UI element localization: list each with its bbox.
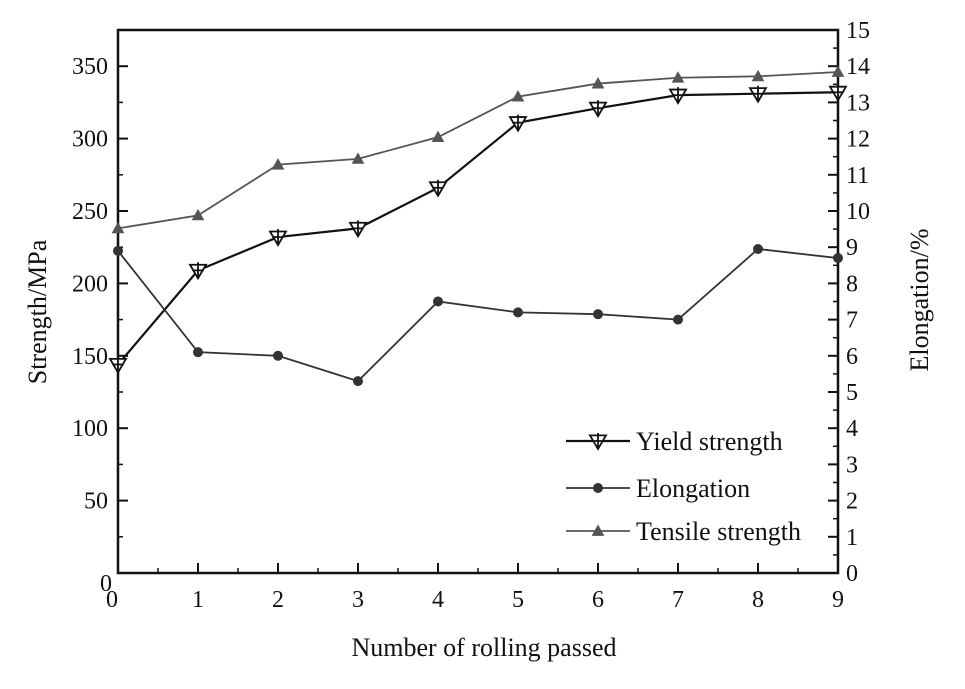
legend-swatch-marker xyxy=(591,524,605,536)
right-y-tick-label: 5 xyxy=(846,380,858,406)
data-point xyxy=(673,314,683,325)
right-y-tick-label: 9 xyxy=(846,235,858,261)
data-point xyxy=(188,262,208,281)
right-y-tick-label: 4 xyxy=(846,416,858,442)
data-point xyxy=(833,253,843,264)
legend-swatch-marker xyxy=(593,483,603,493)
data-point xyxy=(431,130,445,143)
series-layer xyxy=(108,65,848,387)
data-point xyxy=(591,77,605,89)
right-y-tick-label: 13 xyxy=(846,90,870,116)
data-point xyxy=(593,309,603,320)
right-y-tick-label: 10 xyxy=(846,199,870,225)
x-tick-label: 7 xyxy=(672,587,684,613)
legend-item-yield-strength: Yield strength xyxy=(566,427,783,456)
data-point xyxy=(428,179,448,198)
data-point xyxy=(111,221,125,234)
left-y-tick-label: 200 xyxy=(72,271,108,297)
left-y-tick-label: 100 xyxy=(72,416,108,442)
data-point xyxy=(351,152,365,164)
right-y-tick-label: 14 xyxy=(846,54,870,80)
x-tick-label: 8 xyxy=(752,587,764,613)
data-point xyxy=(193,347,203,358)
right-y-tick-label: 7 xyxy=(846,308,858,334)
right-y-tick-label: 8 xyxy=(846,271,858,297)
data-point xyxy=(671,71,685,83)
right-y-tick-label: 2 xyxy=(846,489,858,515)
data-point xyxy=(191,208,205,221)
data-point xyxy=(348,220,368,239)
data-point xyxy=(113,245,123,256)
right-y-tick-label: 15 xyxy=(846,18,870,44)
series-line xyxy=(117,71,839,230)
x-tick-label: 3 xyxy=(352,587,364,613)
series-yield-strength xyxy=(108,84,848,375)
data-point xyxy=(748,85,768,104)
data-point xyxy=(588,100,608,118)
series-elongation xyxy=(113,244,843,387)
left-y-axis-title: Strength/MPa xyxy=(23,239,52,384)
data-point xyxy=(268,229,288,247)
left-y-tick-label: 350 xyxy=(72,54,108,80)
x-tick-label: 1 xyxy=(192,587,204,613)
left-y-tick-label: 50 xyxy=(84,489,108,515)
data-point xyxy=(511,90,525,102)
right-y-tick-label: 0 xyxy=(846,561,858,587)
right-y-tick-label: 1 xyxy=(846,525,858,551)
x-tick-label: 9 xyxy=(832,587,844,613)
data-point xyxy=(828,84,848,103)
data-point xyxy=(668,87,688,105)
right-y-axis-title: Elongation/% xyxy=(905,229,934,372)
left-y-axis-ticks: 50 100 150 200 250 300 350 0 xyxy=(72,54,128,597)
data-point xyxy=(508,114,528,133)
data-point xyxy=(753,244,763,255)
series-line xyxy=(117,91,839,366)
data-point xyxy=(831,65,845,77)
legend: Yield strength Elongation Tensile strength xyxy=(566,427,801,546)
legend-item-elongation: Elongation xyxy=(566,474,750,503)
data-point xyxy=(273,350,283,361)
data-point xyxy=(353,376,363,387)
legend-item-tensile-strength: Tensile strength xyxy=(566,517,801,546)
data-point xyxy=(751,69,765,82)
left-y-tick-label: 150 xyxy=(72,344,108,370)
legend-label: Yield strength xyxy=(636,427,783,456)
legend-swatch-marker xyxy=(588,433,608,451)
left-y-tick-label: 300 xyxy=(72,127,108,153)
legend-label: Elongation xyxy=(636,474,750,503)
series-line xyxy=(117,248,839,383)
right-y-tick-label: 3 xyxy=(846,452,858,478)
data-point xyxy=(433,296,443,307)
right-y-tick-label: 12 xyxy=(846,127,870,153)
x-tick-label: 5 xyxy=(512,587,524,613)
legend-label: Tensile strength xyxy=(636,517,801,546)
series-tensile-strength xyxy=(111,65,845,234)
x-tick-label: 0 xyxy=(106,587,118,613)
x-tick-label: 2 xyxy=(272,587,284,613)
right-y-tick-label: 11 xyxy=(846,163,869,189)
x-axis-title: Number of rolling passed xyxy=(351,633,616,662)
data-point xyxy=(513,307,523,318)
x-tick-label: 4 xyxy=(432,587,444,613)
right-y-tick-label: 6 xyxy=(846,344,858,370)
left-y-tick-label: 250 xyxy=(72,199,108,225)
origin-label: 0 xyxy=(100,571,112,597)
x-axis-ticks: 0 1 2 3 4 5 6 7 8 9 xyxy=(106,563,844,613)
x-tick-label: 6 xyxy=(592,587,604,613)
data-point xyxy=(108,356,128,375)
data-point xyxy=(271,158,285,170)
